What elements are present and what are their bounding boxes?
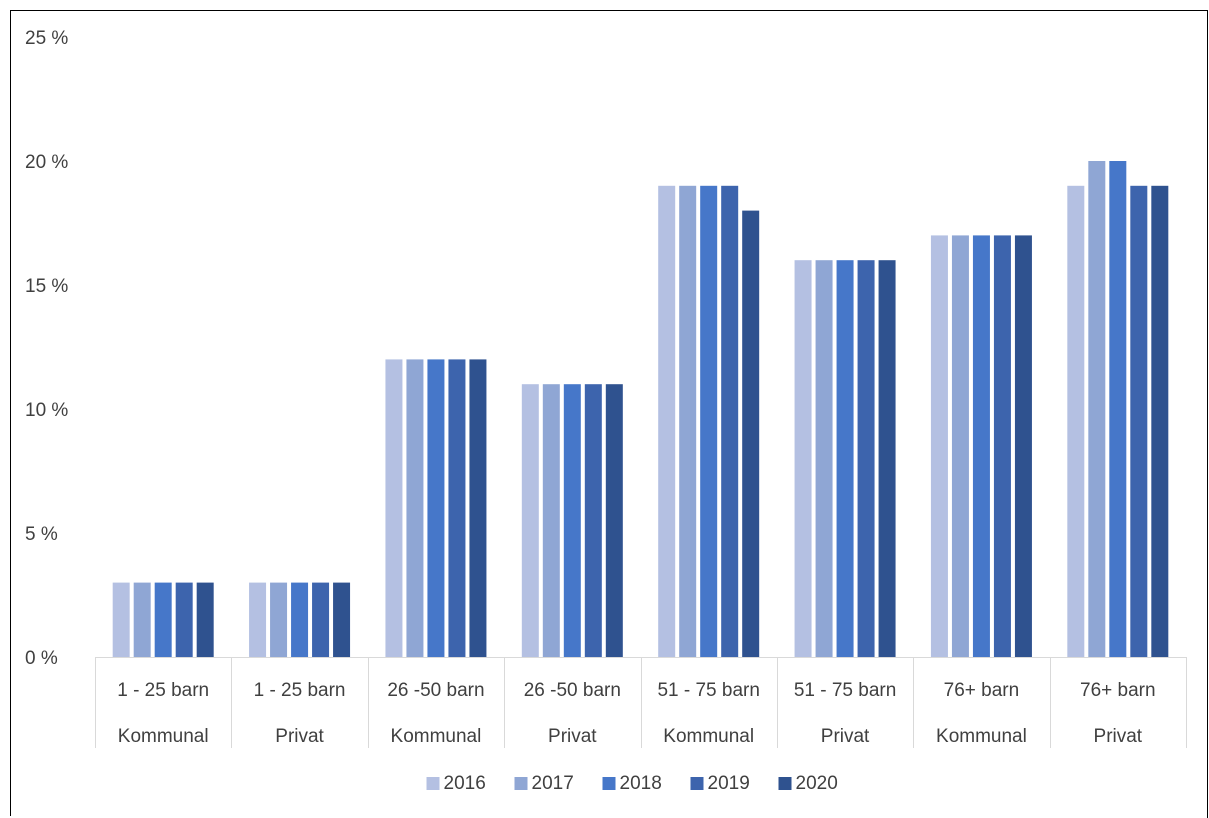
x-axis: 1 - 25 barn Kommunal 1 - 25 barn Privat 26 -… bbox=[95, 657, 1187, 748]
y-tick-label: 0 % bbox=[25, 648, 58, 669]
bar-2018 bbox=[291, 582, 309, 657]
bar-2017 bbox=[679, 185, 697, 658]
bars bbox=[112, 161, 1169, 658]
bar-2017 bbox=[406, 359, 424, 657]
x-tick-label-owner: Privat bbox=[275, 726, 324, 747]
bar-2020 bbox=[1151, 185, 1169, 658]
bar-2018 bbox=[154, 582, 172, 657]
bar-2016 bbox=[521, 384, 539, 657]
x-tick-label-size: 26 -50 barn bbox=[387, 680, 484, 701]
bar-2019 bbox=[1130, 185, 1148, 658]
bar-2019 bbox=[721, 185, 739, 658]
x-tick-label-owner: Privat bbox=[1094, 726, 1143, 747]
bar-2016 bbox=[385, 359, 403, 657]
bar-2020 bbox=[196, 582, 214, 657]
bar-2018 bbox=[427, 359, 445, 657]
bar-2020 bbox=[878, 260, 896, 657]
y-tick-label: 15 % bbox=[25, 276, 68, 297]
legend-swatch-2016 bbox=[426, 777, 440, 790]
bar-2018 bbox=[972, 235, 990, 657]
legend-swatch-2017 bbox=[514, 777, 528, 790]
y-tick-label: 10 % bbox=[25, 400, 68, 421]
x-tick-label-owner: Kommunal bbox=[663, 726, 754, 747]
x-tick-label-size: 1 - 25 barn bbox=[117, 680, 209, 701]
bar-2019 bbox=[857, 260, 875, 657]
x-tick-label-size: 76+ barn bbox=[944, 680, 1020, 701]
bar-2020 bbox=[469, 359, 487, 657]
x-tick-label-owner: Kommunal bbox=[936, 726, 1027, 747]
bar-2016 bbox=[112, 582, 130, 657]
bar-2019 bbox=[993, 235, 1011, 657]
bar-2018 bbox=[1109, 161, 1127, 657]
legend-label-2017: 2017 bbox=[532, 773, 574, 794]
x-tick-label-size: 26 -50 barn bbox=[524, 680, 621, 701]
x-tick-label-owner: Privat bbox=[548, 726, 597, 747]
bar-2017 bbox=[951, 235, 969, 657]
bar-2017 bbox=[815, 260, 833, 657]
bar-2017 bbox=[1088, 161, 1106, 657]
legend: 2016 2017 2018 2019 2020 bbox=[426, 773, 838, 794]
x-tick-label-owner: Kommunal bbox=[118, 726, 209, 747]
y-axis-labels: 0 % 5 % 10 % 15 % 20 % 25 % bbox=[25, 28, 68, 669]
bar-2016 bbox=[930, 235, 948, 657]
x-tick-label-size: 51 - 75 barn bbox=[657, 680, 759, 701]
x-tick-label-size: 76+ barn bbox=[1080, 680, 1156, 701]
bar-2020 bbox=[333, 582, 351, 657]
bar-2016 bbox=[794, 260, 812, 657]
chart-frame-right-edge bbox=[1207, 10, 1208, 818]
x-tick-label-size: 51 - 75 barn bbox=[794, 680, 896, 701]
bar-2017 bbox=[270, 582, 288, 657]
bar-2016 bbox=[1067, 185, 1085, 658]
x-tick-label-owner: Kommunal bbox=[391, 726, 482, 747]
bar-2020 bbox=[605, 384, 623, 657]
legend-label-2018: 2018 bbox=[620, 773, 662, 794]
legend-swatch-2020 bbox=[778, 777, 792, 790]
x-tick-label-size: 1 - 25 barn bbox=[254, 680, 346, 701]
bar-2019 bbox=[312, 582, 330, 657]
bar-2020 bbox=[742, 210, 760, 657]
legend-label-2016: 2016 bbox=[444, 773, 486, 794]
legend-label-2020: 2020 bbox=[796, 773, 838, 794]
bar-2017 bbox=[542, 384, 560, 657]
bar-2018 bbox=[563, 384, 581, 657]
bar-2016 bbox=[249, 582, 267, 657]
x-tick-label-owner: Privat bbox=[821, 726, 870, 747]
bar-2019 bbox=[584, 384, 602, 657]
bar-2018 bbox=[700, 185, 718, 658]
y-tick-label: 5 % bbox=[25, 524, 58, 545]
bar-2017 bbox=[133, 582, 151, 657]
bar-2019 bbox=[175, 582, 193, 657]
bar-2019 bbox=[448, 359, 466, 657]
y-tick-label: 25 % bbox=[25, 28, 68, 49]
bar-2020 bbox=[1014, 235, 1032, 657]
legend-label-2019: 2019 bbox=[708, 773, 750, 794]
legend-swatch-2018 bbox=[602, 777, 616, 790]
y-tick-label: 20 % bbox=[25, 152, 68, 173]
bar-2018 bbox=[836, 260, 854, 657]
legend-swatch-2019 bbox=[690, 777, 704, 790]
bar-2016 bbox=[658, 185, 676, 658]
